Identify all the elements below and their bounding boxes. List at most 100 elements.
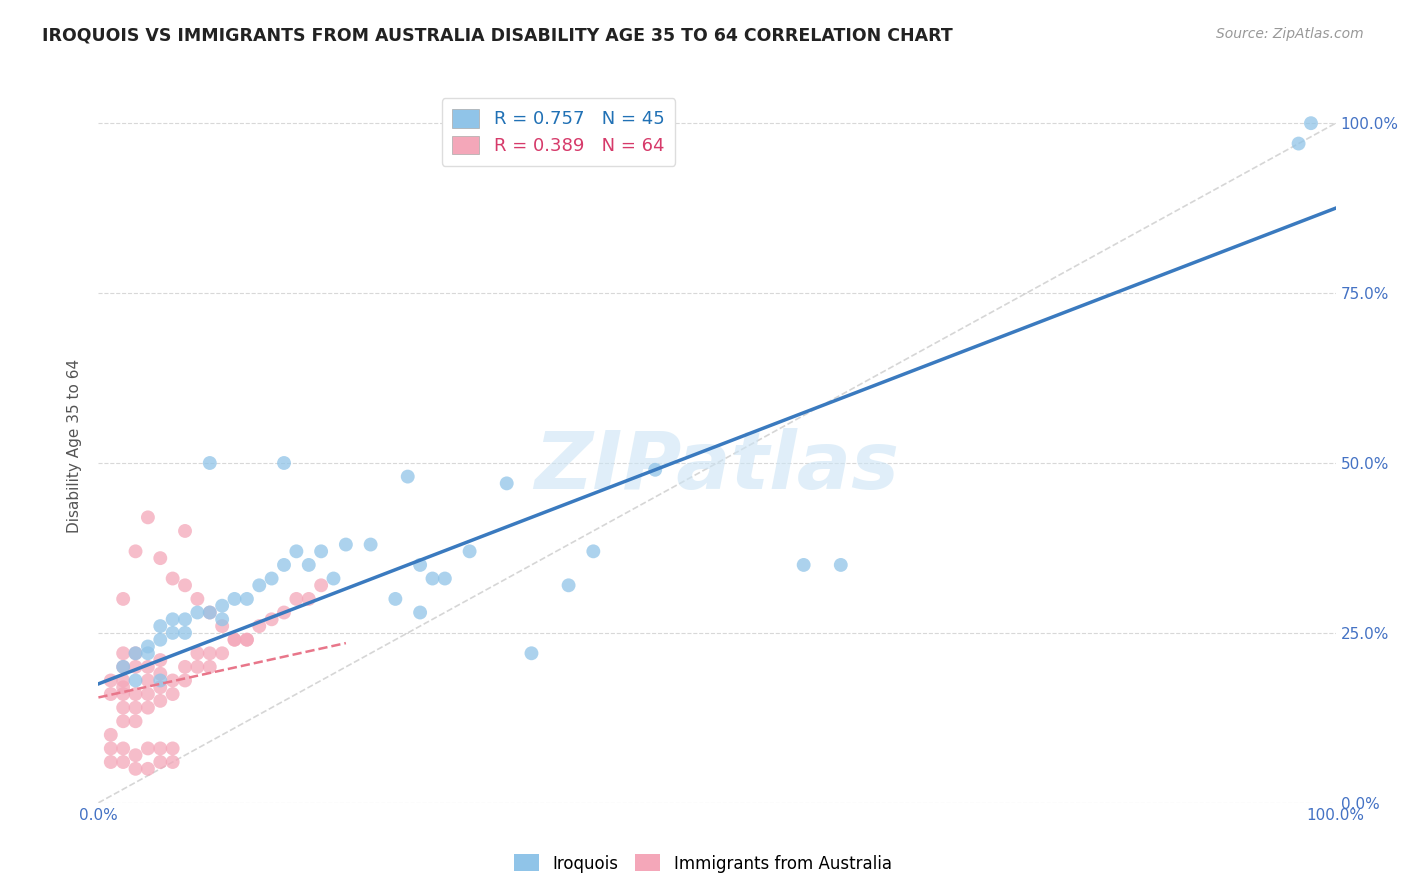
Point [100, 741, 122, 756]
Point [309, 544, 332, 558]
Point [124, 544, 146, 558]
Point [149, 653, 172, 667]
Point [136, 646, 159, 660]
Point [136, 687, 159, 701]
Point [198, 606, 221, 620]
Point [149, 619, 172, 633]
Point [236, 632, 259, 647]
Point [198, 660, 221, 674]
Point [198, 646, 221, 660]
Point [830, 558, 852, 572]
Point [211, 599, 233, 613]
Point [124, 673, 146, 688]
Point [124, 700, 146, 714]
Point [112, 714, 135, 729]
Point [186, 606, 208, 620]
Point [149, 673, 172, 688]
Point [186, 591, 208, 606]
Point [136, 660, 159, 674]
Point [136, 510, 159, 524]
Point [136, 741, 159, 756]
Legend: Iroquois, Immigrants from Australia: Iroquois, Immigrants from Australia [508, 847, 898, 880]
Point [174, 673, 197, 688]
Point [174, 626, 197, 640]
Point [644, 463, 666, 477]
Point [124, 660, 146, 674]
Point [285, 591, 308, 606]
Point [236, 591, 259, 606]
Point [186, 646, 208, 660]
Point [124, 646, 146, 660]
Point [112, 755, 135, 769]
Point [136, 700, 159, 714]
Point [1288, 136, 1310, 151]
Point [100, 755, 122, 769]
Point [285, 544, 308, 558]
Point [112, 591, 135, 606]
Point [186, 660, 208, 674]
Point [174, 578, 197, 592]
Point [174, 660, 197, 674]
Point [384, 591, 406, 606]
Point [149, 755, 172, 769]
Point [224, 632, 246, 647]
Point [149, 551, 172, 566]
Point [1299, 116, 1322, 130]
Text: ZIPatlas: ZIPatlas [534, 428, 900, 507]
Point [162, 626, 184, 640]
Point [520, 646, 543, 660]
Point [273, 456, 295, 470]
Point [162, 741, 184, 756]
Point [557, 578, 579, 592]
Point [433, 572, 456, 586]
Point [149, 741, 172, 756]
Point [162, 673, 184, 688]
Point [273, 558, 295, 572]
Point [409, 558, 432, 572]
Point [124, 748, 146, 763]
Point [162, 572, 184, 586]
Point [124, 714, 146, 729]
Text: IROQUOIS VS IMMIGRANTS FROM AUSTRALIA DISABILITY AGE 35 TO 64 CORRELATION CHART: IROQUOIS VS IMMIGRANTS FROM AUSTRALIA DI… [42, 27, 953, 45]
Point [136, 640, 159, 654]
Point [298, 591, 321, 606]
Point [247, 578, 270, 592]
Point [396, 469, 419, 483]
Point [149, 632, 172, 647]
Point [100, 673, 122, 688]
Point [149, 680, 172, 694]
Y-axis label: Disability Age 35 to 64: Disability Age 35 to 64 [67, 359, 83, 533]
Point [458, 544, 481, 558]
Point [793, 558, 815, 572]
Point [422, 572, 444, 586]
Point [112, 660, 135, 674]
Point [582, 544, 605, 558]
Point [100, 687, 122, 701]
Point [236, 632, 259, 647]
Point [149, 694, 172, 708]
Point [495, 476, 517, 491]
Point [112, 680, 135, 694]
Point [224, 632, 246, 647]
Legend: R = 0.757   N = 45, R = 0.389   N = 64: R = 0.757 N = 45, R = 0.389 N = 64 [441, 98, 675, 166]
Point [124, 646, 146, 660]
Point [174, 612, 197, 626]
Point [260, 572, 283, 586]
Point [136, 673, 159, 688]
Point [112, 660, 135, 674]
Point [112, 741, 135, 756]
Point [273, 606, 295, 620]
Point [198, 606, 221, 620]
Point [335, 537, 357, 551]
Point [100, 728, 122, 742]
Point [198, 456, 221, 470]
Point [112, 687, 135, 701]
Text: Source: ZipAtlas.com: Source: ZipAtlas.com [1216, 27, 1364, 41]
Point [124, 687, 146, 701]
Point [360, 537, 382, 551]
Point [162, 755, 184, 769]
Point [112, 673, 135, 688]
Point [112, 700, 135, 714]
Point [136, 762, 159, 776]
Point [298, 558, 321, 572]
